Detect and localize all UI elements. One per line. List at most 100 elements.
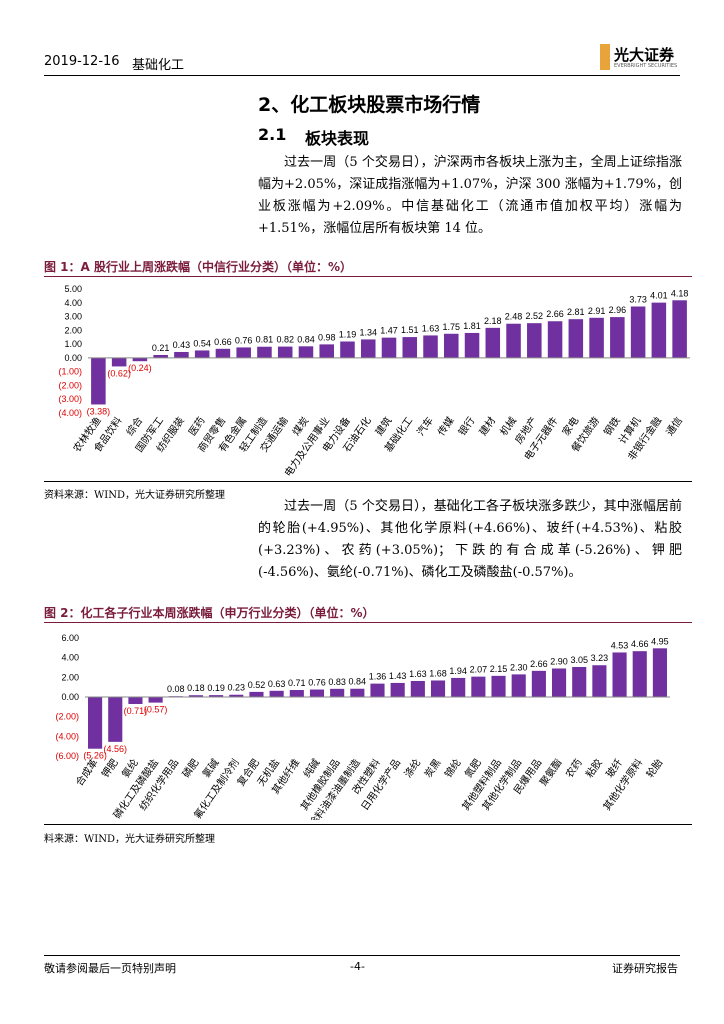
value-label: 4.66 — [631, 639, 649, 649]
bar — [451, 677, 466, 697]
logo-text: 光大证券 — [614, 46, 675, 64]
value-label: 0.52 — [248, 680, 266, 690]
value-label: 2.96 — [609, 305, 627, 315]
value-label: 3.23 — [591, 653, 609, 663]
bar — [592, 665, 607, 697]
bar — [527, 323, 542, 358]
paragraph: 过去一周（5 个交易日），沪深两市各板块上涨为主，全周上证综指涨幅为+2.05%… — [258, 155, 682, 236]
y-tick-label: (2.00) — [58, 380, 82, 390]
bar — [277, 346, 293, 358]
bar — [652, 648, 667, 697]
heading1: 2、化工板块股票市场行情 — [258, 94, 481, 116]
bar — [289, 690, 304, 697]
value-label: 2.48 — [505, 312, 523, 322]
bar — [91, 357, 106, 405]
value-label: 1.81 — [463, 321, 481, 331]
x-tick-label: 建材 — [476, 414, 498, 438]
y-tick-label: 4.00 — [61, 653, 79, 663]
bar — [612, 652, 627, 697]
x-tick-label: 聚氨酯 — [537, 756, 565, 788]
value-label: 0.84 — [297, 334, 315, 344]
value-label: (0.62) — [107, 368, 131, 378]
bar — [330, 688, 345, 697]
bar — [485, 327, 501, 358]
value-label: 1.34 — [359, 327, 377, 337]
bar — [108, 697, 123, 742]
heading2-number: 2.1 — [258, 125, 287, 144]
x-tick-label: 农药 — [563, 756, 585, 780]
logo-icon — [600, 44, 610, 70]
footer-page: -4- — [350, 960, 365, 973]
y-tick-label: 5.00 — [64, 284, 82, 294]
value-label: 1.19 — [339, 329, 357, 339]
bar — [194, 350, 210, 358]
x-tick-label: 合成革 — [73, 756, 101, 788]
y-tick-label: 4.00 — [64, 298, 82, 308]
value-label: 2.52 — [526, 311, 544, 321]
x-tick-label: 钢铁 — [601, 414, 623, 438]
figure-source: 资料来源：WIND，光大证券研究所整理 — [44, 490, 225, 501]
value-label: 0.76 — [308, 678, 326, 688]
bar — [572, 667, 587, 697]
bar — [111, 357, 127, 367]
value-label: 1.63 — [409, 669, 427, 679]
header-section: 基础化工 — [132, 58, 185, 73]
value-label: 1.68 — [429, 668, 447, 678]
bar — [423, 335, 438, 358]
y-tick-label: (2.00) — [55, 712, 79, 722]
value-label: 2.66 — [530, 659, 548, 669]
caption-rule — [44, 622, 692, 623]
x-tick-label: 医药 — [186, 415, 207, 438]
value-label: 0.71 — [288, 678, 306, 688]
x-tick-label: 磷肥 — [179, 756, 201, 780]
value-label: 2.07 — [470, 665, 488, 675]
value-label: 0.08 — [167, 684, 185, 694]
bar — [229, 694, 244, 697]
value-label: (3.38) — [87, 406, 111, 416]
value-label: 3.05 — [570, 655, 588, 665]
bar — [360, 339, 376, 358]
x-tick-label: 轮胎 — [643, 756, 665, 780]
figure-source: 料来源：WIND，光大证券研究所整理 — [44, 834, 215, 845]
value-label: (4.56) — [104, 744, 128, 754]
bar — [209, 695, 224, 697]
bar — [568, 319, 584, 358]
bar — [269, 690, 284, 697]
header-rule — [44, 75, 680, 76]
x-tick-label: 涤纶 — [401, 756, 423, 780]
value-label: (0.24) — [128, 363, 152, 373]
value-label: 0.63 — [268, 679, 286, 689]
figure-caption: 图 2：化工各子行业本周涨跌幅（申万行业分类）（单位：%） — [44, 606, 375, 620]
value-label: 4.18 — [671, 288, 689, 298]
figure-caption: 图 1：A 股行业上周涨跌幅（中信行业分类）（单位：%） — [44, 260, 353, 274]
chart: (6.00) (4.00) (2.00) 0.00 2.00 4.00 6.00 (5.26)… — [55, 633, 670, 820]
value-label: 1.51 — [401, 325, 419, 335]
bar — [257, 346, 272, 358]
bar — [319, 344, 334, 358]
x-tick-label: 锦纶 — [442, 756, 464, 780]
bar — [153, 354, 168, 358]
x-tick-label: 机械 — [497, 414, 519, 438]
bar — [174, 351, 189, 358]
value-label: 2.30 — [510, 662, 528, 672]
bar — [511, 674, 526, 697]
y-tick-label: (6.00) — [55, 751, 79, 761]
x-tick-label: 传媒 — [435, 415, 456, 438]
value-label: (0.71) — [124, 706, 148, 716]
value-label: 4.53 — [611, 640, 629, 650]
bar — [672, 300, 687, 358]
value-label: 0.18 — [187, 683, 205, 693]
value-label: 2.18 — [484, 316, 502, 326]
y-tick-label: 2.00 — [61, 672, 79, 682]
x-tick-label: 建筑 — [372, 414, 394, 438]
footer-right: 证券研究报告 — [612, 962, 678, 975]
caption-rule — [44, 276, 692, 277]
bar — [491, 675, 506, 697]
x-tick-label: 煤炭 — [289, 414, 311, 438]
value-label: 1.36 — [369, 672, 387, 682]
x-tick-label: 银行 — [455, 414, 477, 438]
value-label: 1.43 — [389, 671, 407, 681]
bar — [128, 697, 143, 704]
bar — [430, 680, 446, 697]
y-tick-label: 3.00 — [64, 312, 82, 322]
